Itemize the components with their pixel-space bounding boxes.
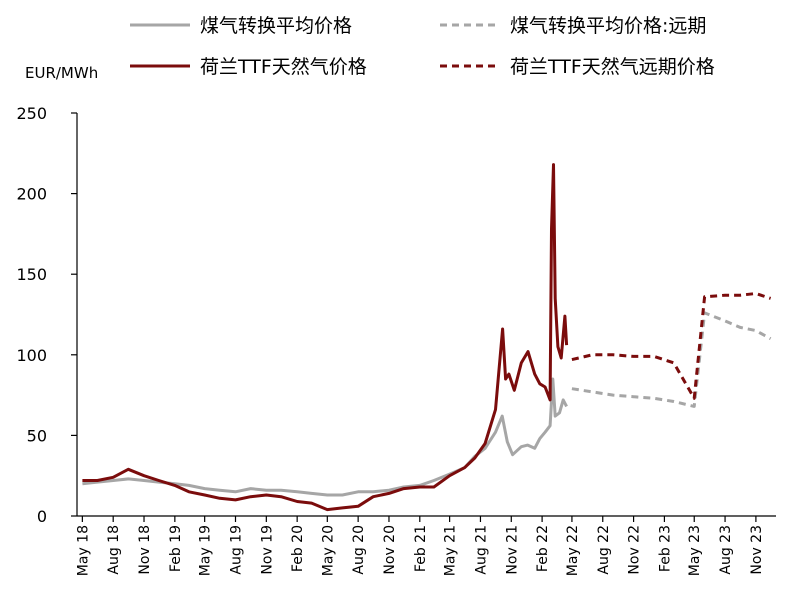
y-tick-label-150: 150 [16,265,47,284]
x-tick-label-aug-23: Aug 23 [718,525,734,575]
legend-label-2: 煤气转换平均价格:远期 [510,15,706,37]
x-tick-label-aug-21: Aug 21 [473,525,489,575]
y-tick-label-100: 100 [16,346,47,365]
x-tick-label-may-18: May 18 [75,525,91,576]
x-tick-label-nov-19: Nov 19 [259,525,275,575]
x-tick-label-nov-18: Nov 18 [137,525,153,575]
x-tick-label-feb-22: Feb 22 [535,525,551,572]
series-line-4 [571,292,772,400]
x-tick-label-aug-19: Aug 19 [229,525,245,575]
x-tick-label-may-23: May 23 [687,525,703,576]
x-tick-label-may-19: May 19 [198,525,214,576]
series-line-3 [82,163,569,512]
series-line-2 [571,311,772,408]
x-tick-label-feb-21: Feb 21 [413,525,429,572]
legend-label-3: 荷兰TTF天然气价格 [200,56,367,78]
x-tick-label-aug-20: Aug 20 [351,525,367,575]
x-tick-label-feb-23: Feb 23 [657,525,673,572]
series-line-1 [82,377,568,497]
y-tick-label-200: 200 [16,185,47,204]
y-tick-label-0: 0 [37,507,47,526]
plot-area [82,163,772,512]
y-axis-label: EUR/MWh [25,64,98,82]
x-tick-label-may-21: May 21 [443,525,459,576]
axes: 0 50 100 150 200 250 May 18 Aug 18 Nov 18 Feb 19 M… [16,104,776,576]
y-tick-label-50: 50 [27,426,47,445]
legend-label-1: 煤气转换平均价格 [200,15,352,37]
x-tick-label-feb-19: Feb 19 [168,525,184,572]
x-tick-label-aug-18: Aug 18 [106,525,122,575]
y-tick-label-250: 250 [16,104,47,123]
x-tick-label-may-20: May 20 [320,525,336,576]
x-tick-label-nov-20: Nov 20 [382,525,398,575]
x-tick-label-nov-21: Nov 21 [504,525,520,575]
x-tick-label-nov-23: Nov 23 [749,525,765,575]
legend-label-4: 荷兰TTF天然气远期价格 [510,56,715,78]
x-tick-label-may-22: May 22 [565,525,581,576]
x-tick-label-feb-20: Feb 20 [290,525,306,572]
x-tick-label-aug-22: Aug 22 [596,525,612,575]
x-tick-label-nov-22: Nov 22 [627,525,643,575]
